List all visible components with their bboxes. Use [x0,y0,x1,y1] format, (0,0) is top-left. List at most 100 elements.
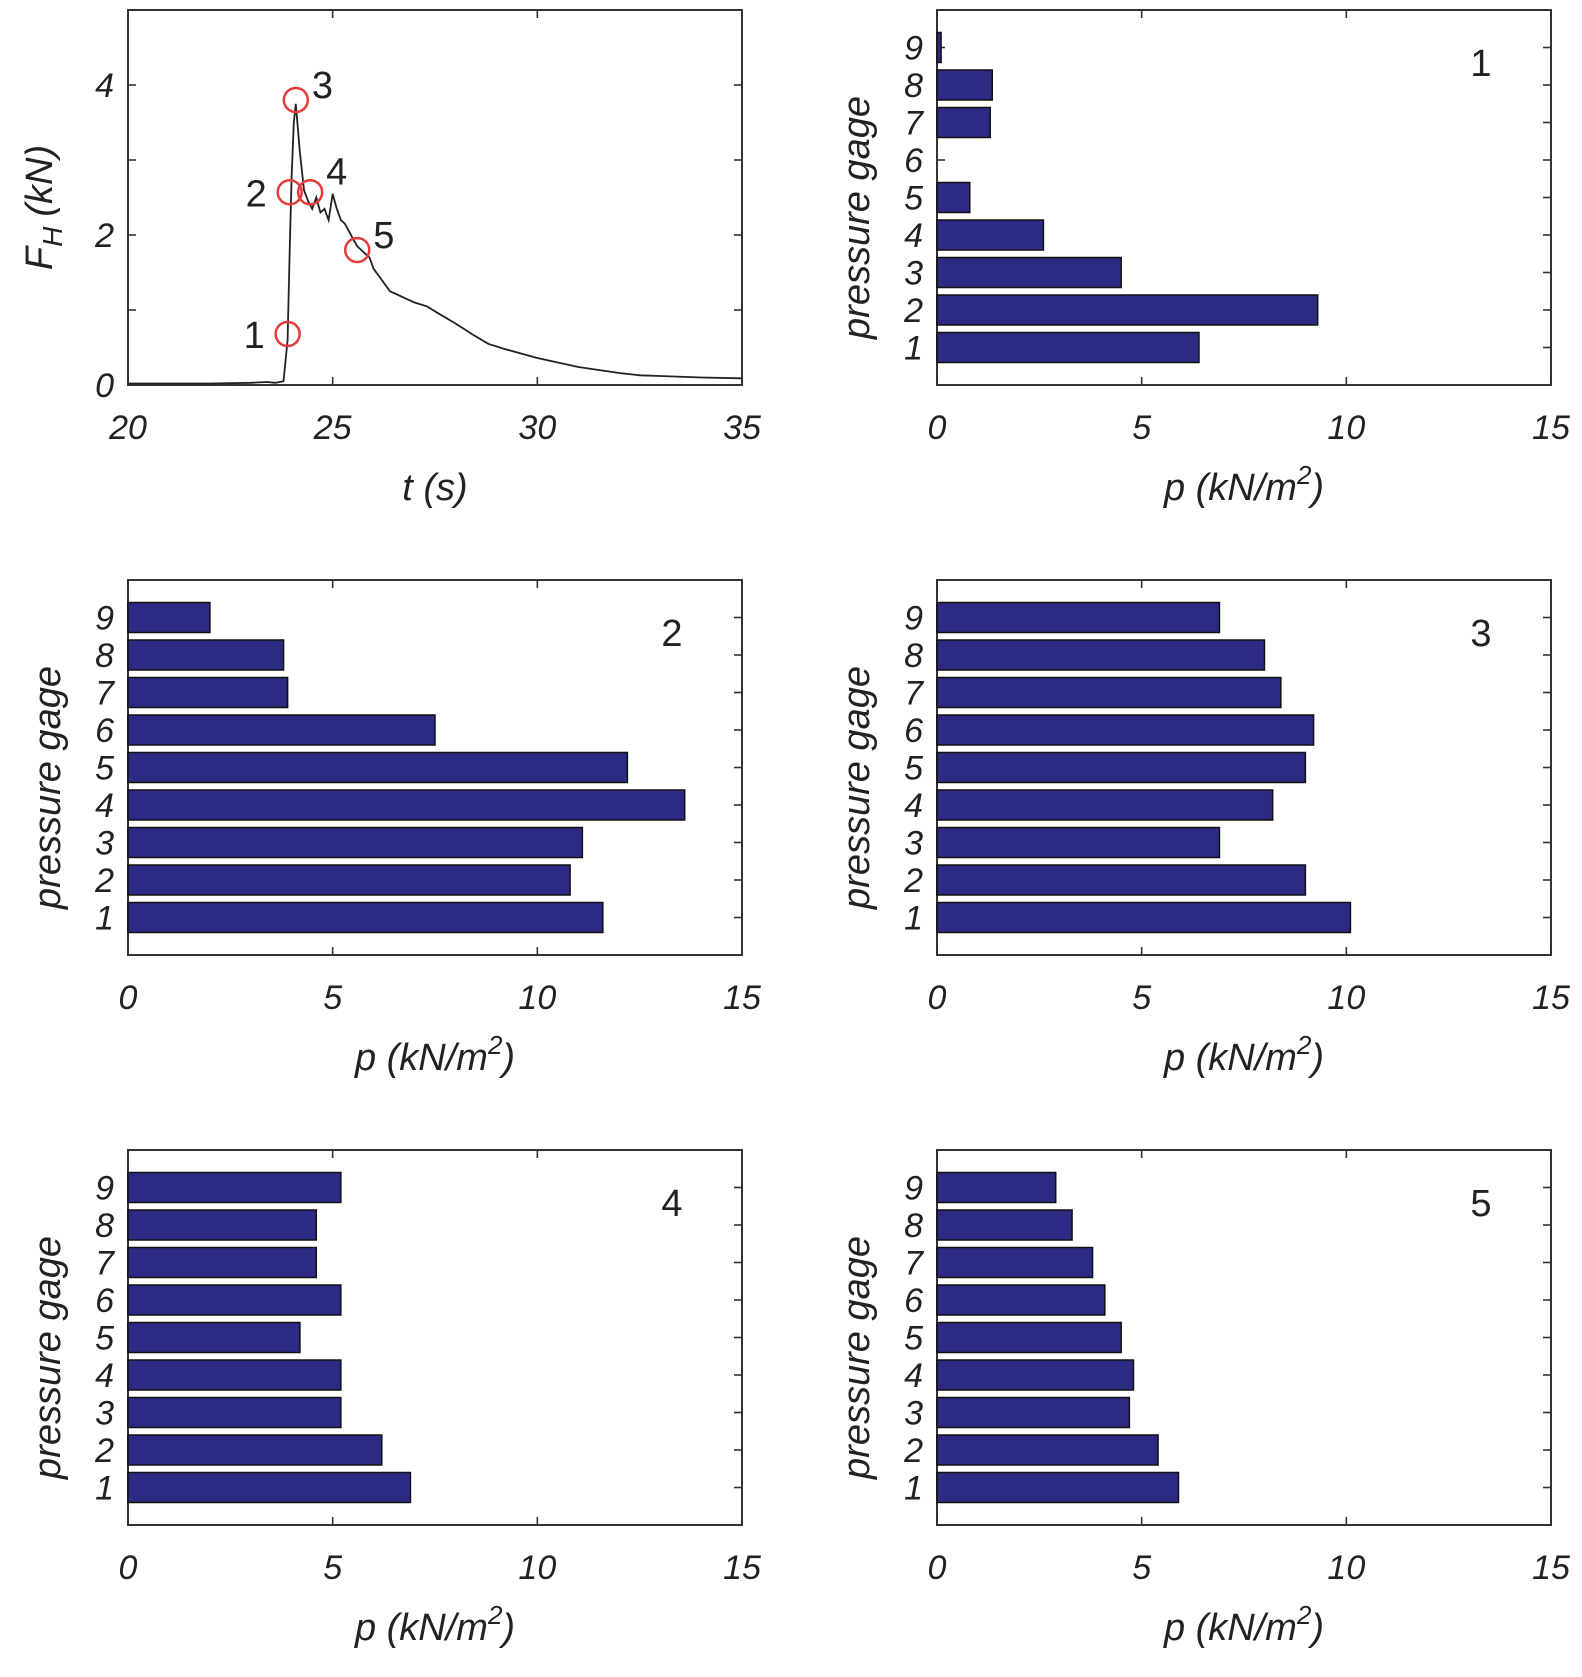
bar-gage-9 [936,601,1221,634]
x-tick-label: 5 [323,1549,342,1587]
bar-gage-4 [936,789,1274,821]
y-axis-label: pressure gage [836,1236,878,1480]
y-tick-label: 5 [904,1320,923,1358]
bar-gage-1 [936,1471,1180,1504]
x-axis-label-main: p (kN/m [354,1037,488,1079]
bar-gage-8 [936,69,994,101]
marker-label: 1 [244,315,265,357]
bar-plot-frame [936,9,1552,386]
y-tick-label: 7 [904,105,924,143]
marker-label: 5 [373,215,394,257]
y-tick-label: 2 [94,217,114,255]
panel-number: 2 [661,613,682,655]
marker-circle [276,179,303,206]
bar-gage-5 [127,1321,301,1354]
bar-gage-5 [936,181,971,214]
marker-circle [282,86,310,114]
bar-gage-3 [936,826,1221,859]
bar-gage-4 [936,219,1045,251]
x-tick-label: 25 [313,409,352,447]
y-tick-label: 1 [904,1470,923,1508]
y-tick-label: 2 [903,292,923,330]
y-axis-label: pressure gage [27,1236,69,1480]
bar-gage-2 [936,294,1319,326]
bar-gage-7 [127,676,289,709]
y-tick-label: 6 [904,142,923,180]
x-tick-label: 0 [119,979,138,1017]
x-axis-label-sup: 2 [1296,1030,1312,1060]
panel-number: 1 [1470,43,1491,85]
marker-label: 4 [326,151,347,193]
y-tick-label: 1 [95,1470,114,1508]
bar-gage-7 [936,676,1282,709]
bar-gage-4 [127,1359,342,1391]
panel-number: 5 [1470,1183,1491,1225]
bar-gage-3 [936,256,1122,289]
bar-gage-2 [127,864,571,896]
y-tick-label: 7 [95,1245,115,1283]
y-tick-label: 8 [904,1207,923,1245]
x-tick-label: 10 [518,979,556,1017]
x-tick-label: 0 [928,1549,947,1587]
bar-gage-8 [127,1209,318,1241]
x-axis-label-sup: 2 [1296,1600,1312,1630]
x-axis-label: p (kN/m2) [354,1030,515,1079]
y-tick-label: 8 [95,1207,114,1245]
bar-gage-5 [936,751,1307,784]
bar-gage-8 [936,639,1266,671]
y-tick-label: 6 [95,1282,114,1320]
x-tick-label: 5 [1132,979,1151,1017]
x-tick-label: 5 [1132,1549,1151,1587]
y-tick-label: 9 [904,600,923,638]
y-axis-label: pressure gage [27,666,69,910]
bar-gage-3 [127,826,584,859]
x-axis-label: p (kN/m2) [1163,460,1324,509]
y-tick-label: 5 [95,750,114,788]
bar-gage-3 [936,1396,1131,1429]
bar-gage-2 [936,864,1307,896]
x-tick-label: 10 [1327,409,1365,447]
bar-gage-2 [936,1434,1159,1466]
x-tick-label: 10 [1327,979,1365,1017]
y-tick-label: 4 [95,1357,114,1395]
marker-circle [274,320,301,348]
x-axis-label-sup: 2 [487,1030,503,1060]
x-tick-label: 0 [119,1549,138,1587]
y-tick-label: 5 [904,750,923,788]
y-tick-label: 1 [904,330,923,368]
y-tick-label: 6 [95,712,114,750]
y-tick-label: 9 [95,600,114,638]
y-tick-label: 7 [904,1245,924,1283]
y-tick-label: 2 [903,1432,923,1470]
x-axis-label-end: ) [498,1037,515,1079]
y-tick-label: 8 [904,637,923,675]
bar-gage-8 [127,639,285,671]
x-tick-label: 5 [1132,409,1151,447]
force-plot-frame [127,9,743,386]
y-tick-label: 3 [904,1395,923,1433]
y-tick-label: 9 [904,1170,923,1208]
x-tick-label: 10 [518,1549,556,1587]
force-line [128,103,743,385]
bar-gage-1 [936,331,1200,364]
bar-gage-6 [936,1284,1106,1316]
marker-label: 2 [246,173,267,215]
y-tick-label: 2 [94,862,114,900]
x-tick-label: 5 [323,979,342,1017]
bar-gage-7 [936,1246,1094,1279]
y-tick-label: 5 [95,1320,114,1358]
marker-label: 3 [312,65,333,107]
y-tick-label: 5 [904,180,923,218]
marker-circle [343,236,371,264]
x-axis-label: p (kN/m2) [354,1600,515,1649]
y-tick-label: 8 [95,637,114,675]
x-axis-label-end: ) [1307,1607,1324,1649]
marker-circle [296,179,324,206]
x-tick-label: 15 [1532,409,1570,447]
